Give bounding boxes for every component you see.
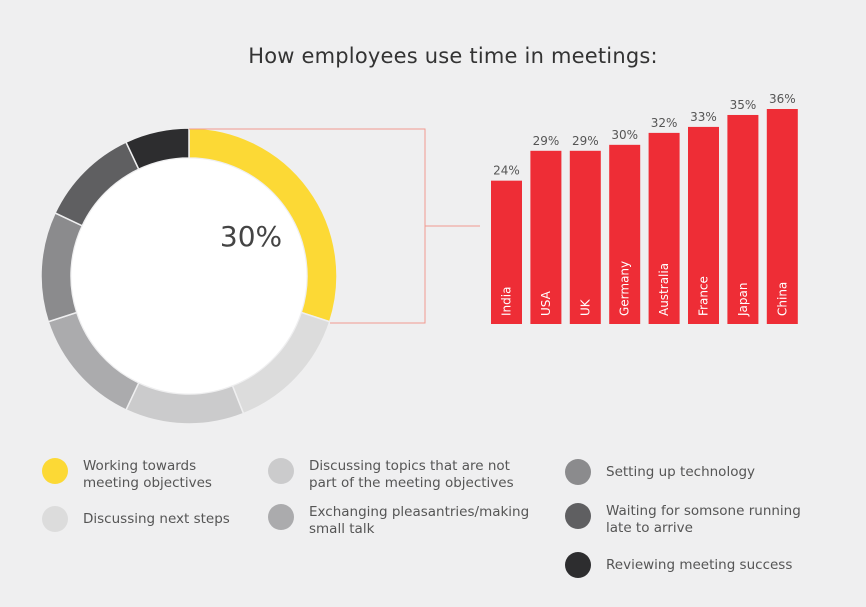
bar xyxy=(609,144,641,324)
bar xyxy=(491,180,522,324)
legend-swatch xyxy=(42,506,68,532)
bar-value-label: 35% xyxy=(730,98,757,112)
legend-label: Discussing topics that are not part of t… xyxy=(309,458,514,491)
bar-category-label: Japan xyxy=(736,283,750,317)
legend-label: Exchanging pleasantries/making small tal… xyxy=(309,504,530,537)
bar-value-label: 24% xyxy=(493,164,520,178)
bar-category-label: UK xyxy=(578,298,592,316)
legend-item-off-topic-discussion: Discussing topics that are not part of t… xyxy=(268,458,514,492)
legend-label: Setting up technology xyxy=(606,464,756,480)
pie-center-value: 30% xyxy=(220,220,282,253)
pie-slice xyxy=(124,127,190,171)
legend-label: Discussing next steps xyxy=(83,511,230,527)
bar xyxy=(530,150,562,324)
chart-title: How employees use time in meetings: xyxy=(248,44,658,68)
legend-swatch xyxy=(268,504,294,530)
legend-item-reviewing-success: Reviewing meeting success xyxy=(565,552,792,578)
legend-swatch xyxy=(565,552,591,578)
bar xyxy=(569,150,601,324)
bar xyxy=(648,132,680,324)
legend-swatch xyxy=(565,503,591,529)
bar xyxy=(688,126,719,325)
bar-value-label: 29% xyxy=(533,134,560,148)
bar-category-label: China xyxy=(775,282,789,316)
bar-category-label: Australia xyxy=(657,263,671,316)
bar-category-label: India xyxy=(500,287,514,316)
legend-item-discussing-next-steps: Discussing next steps xyxy=(42,506,230,532)
bar xyxy=(766,109,798,324)
bar-category-label: USA xyxy=(539,290,553,316)
legend-swatch xyxy=(42,458,68,484)
bar-value-label: 36% xyxy=(769,92,796,106)
legend-item-setting-up-technology: Setting up technology xyxy=(565,459,755,485)
legend-item-small-talk: Exchanging pleasantries/making small tal… xyxy=(268,504,529,538)
bar-value-label: 32% xyxy=(651,116,678,130)
legend-swatch xyxy=(565,459,591,485)
bar-value-label: 30% xyxy=(611,128,638,142)
bar xyxy=(727,114,759,324)
legend-label: Reviewing meeting success xyxy=(606,557,793,573)
legend-item-waiting-for-latecomer: Waiting for somsone running late to arri… xyxy=(565,503,801,537)
bar-category-label: France xyxy=(697,276,711,316)
bar-category-label: Germany xyxy=(618,261,632,316)
legend-item-working-towards-objectives: Working towards meeting objectives xyxy=(42,458,212,492)
bar-value-label: 33% xyxy=(690,110,717,124)
legend-label: Waiting for somsone running late to arri… xyxy=(606,503,801,536)
bar-value-label: 29% xyxy=(572,134,599,148)
legend-label: Working towards meeting objectives xyxy=(83,458,212,491)
legend-swatch xyxy=(268,458,294,484)
donut-hole xyxy=(71,158,307,394)
